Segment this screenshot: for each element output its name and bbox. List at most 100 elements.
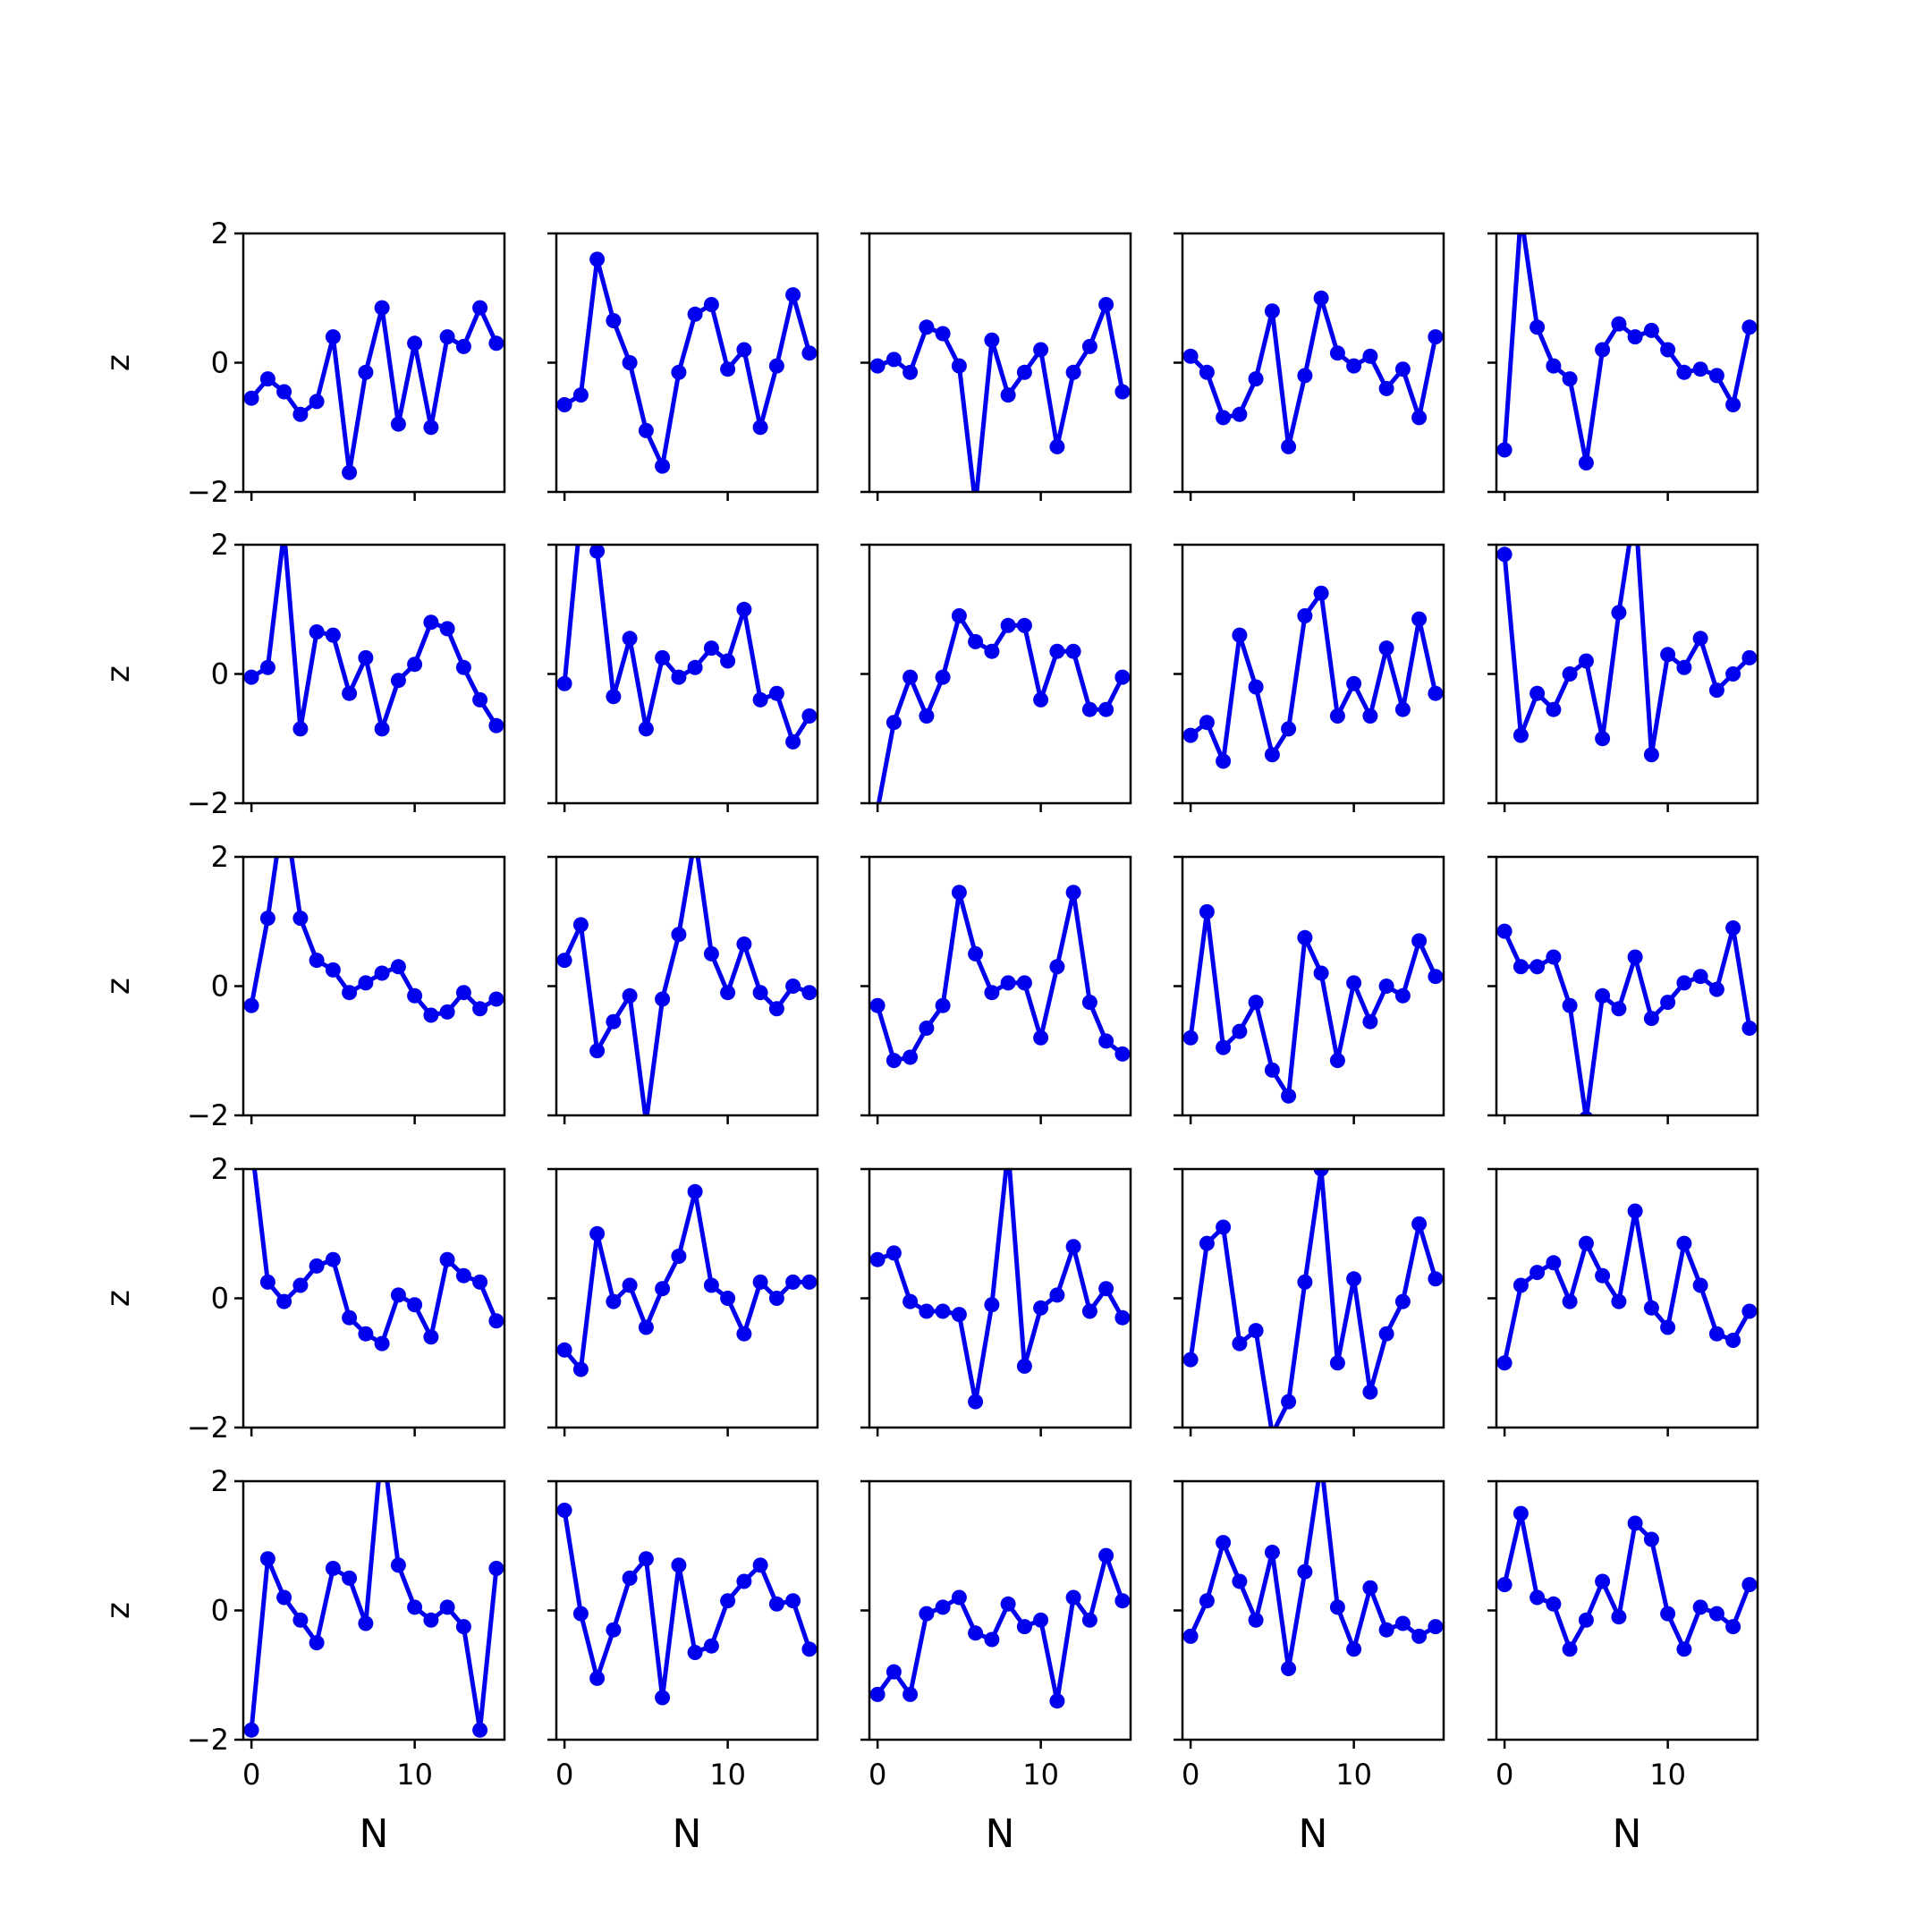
y-tick-label: 2 [211,528,229,562]
data-point-13 [455,659,471,675]
data-point-7 [358,364,374,380]
data-point-3 [1546,1255,1562,1271]
data-point-12 [439,1599,455,1615]
data-point-9 [1643,1300,1659,1316]
y-axis-label: z [100,1290,137,1307]
data-point-14 [1725,1333,1741,1348]
axes-frame [242,232,506,494]
data-point-15 [1114,669,1131,685]
data-point-9 [1016,1619,1032,1635]
data-point-12 [1378,380,1394,396]
data-point-12 [1692,361,1708,377]
data-point-14 [1411,611,1428,627]
data-point-8 [374,965,390,981]
data-point-5 [951,1307,967,1323]
y-tick-label: −2 [187,1411,229,1445]
data-point-9 [1016,364,1032,380]
data-point-1 [1199,364,1215,380]
data-point-4 [309,394,325,410]
data-point-5 [1264,303,1280,319]
data-point-6 [655,1281,671,1297]
data-point-2 [902,1049,919,1065]
data-point-10 [1346,1641,1362,1657]
data-point-2 [589,1225,606,1241]
data-point-6 [1595,1573,1611,1589]
panel-r2-c4 [1174,543,1445,812]
data-point-8 [687,306,703,322]
data-point-2 [1530,959,1546,975]
data-point-3 [919,1303,935,1319]
data-point-10 [1033,691,1049,708]
data-point-5 [325,329,341,345]
data-point-1 [259,911,275,927]
data-point-5 [1264,1545,1280,1560]
data-point-3 [919,1021,935,1036]
data-point-3 [1232,1573,1248,1589]
data-point-9 [1643,1531,1659,1547]
data-point-1 [1199,1593,1215,1609]
data-point-10 [1660,995,1676,1011]
data-point-13 [1708,368,1724,384]
data-point-2 [1216,753,1232,769]
data-point-9 [703,945,719,962]
data-point-15 [1741,1021,1758,1036]
data-point-12 [752,691,768,708]
data-point-12 [752,419,768,436]
data-point-7 [671,1557,687,1573]
data-point-9 [1329,708,1345,724]
data-point-0 [1182,1030,1199,1046]
data-point-12 [1692,1277,1708,1293]
y-tick-label: 0 [211,970,229,1004]
data-point-4 [1248,1612,1264,1628]
data-point-15 [488,1313,504,1329]
data-point-12 [1378,979,1394,994]
data-point-11 [423,1612,439,1628]
series-data [556,251,818,474]
data-point-14 [1098,1547,1114,1563]
data-point-15 [801,708,818,724]
data-point-5 [1579,1111,1594,1115]
data-point-3 [292,1612,309,1628]
series-line [562,1508,812,1700]
series-line [1188,590,1438,764]
data-point-11 [1676,975,1692,991]
data-point-9 [1329,345,1345,361]
data-point-2 [1216,1535,1232,1551]
data-point-2 [902,1293,919,1309]
data-point-8 [375,1435,390,1450]
data-point-13 [768,358,784,374]
data-point-13 [455,1619,471,1635]
data-point-9 [703,640,719,657]
data-point-11 [423,1007,439,1023]
data-point-4 [1248,679,1264,695]
data-point-10 [1033,1030,1049,1046]
data-point-6 [1281,438,1297,454]
data-point-1 [1513,959,1529,975]
data-point-13 [1708,981,1724,997]
data-point-12 [1065,1589,1081,1606]
data-point-0 [1182,1352,1199,1368]
data-point-7 [671,927,687,943]
data-point-3 [1232,1023,1248,1039]
data-point-7 [1611,605,1627,621]
data-point-1 [1513,727,1529,743]
x-axis-label: N [986,1811,1015,1857]
data-point-1 [1513,1277,1529,1293]
y-axis-label: z [100,1602,137,1619]
data-point-11 [1049,438,1065,454]
series-data [1496,1203,1758,1371]
data-point-12 [1065,1239,1081,1255]
data-point-3 [919,1606,935,1622]
data-point-2 [1216,1219,1232,1235]
data-point-5 [325,962,341,978]
data-point-7 [358,1326,374,1342]
series-data [1182,903,1444,1104]
panel-r4-c1: −2 0 2 z [100,1152,506,1445]
data-point-0 [869,997,886,1013]
data-point-3 [1546,1596,1562,1612]
data-point-2 [1530,1589,1546,1606]
data-point-15 [488,335,504,352]
data-point-5 [1578,653,1594,669]
data-point-1 [259,371,275,387]
